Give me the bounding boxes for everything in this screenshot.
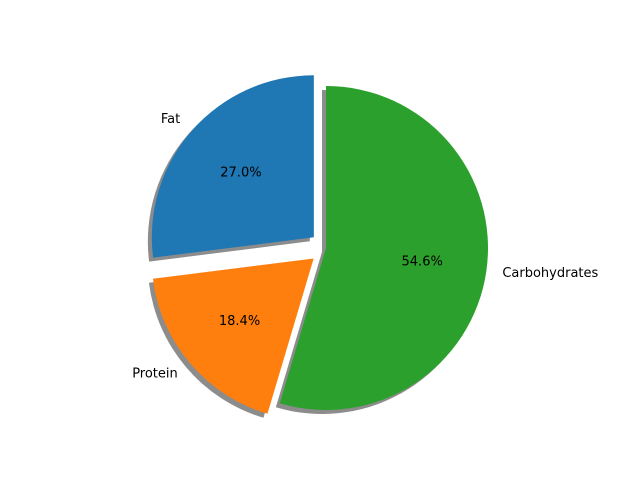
pie-slice-fat xyxy=(151,75,314,258)
percent-label-carbohydrates: 54.6% xyxy=(402,254,443,269)
category-label-fat: Fat xyxy=(161,112,180,127)
percent-label-protein: 18.4% xyxy=(219,314,260,329)
pie-slice-carbohydrates xyxy=(279,86,489,410)
percent-labels: 27.0% 18.4% 54.6% xyxy=(219,166,443,329)
pie-slice-protein xyxy=(152,258,314,414)
category-label-carbohydrates: Carbohydrates xyxy=(502,266,598,281)
category-labels: Fat Protein Carbohydrates xyxy=(132,112,598,381)
category-label-protein: Protein xyxy=(132,366,178,381)
pie-slices xyxy=(151,75,489,414)
percent-label-fat: 27.0% xyxy=(220,166,261,181)
